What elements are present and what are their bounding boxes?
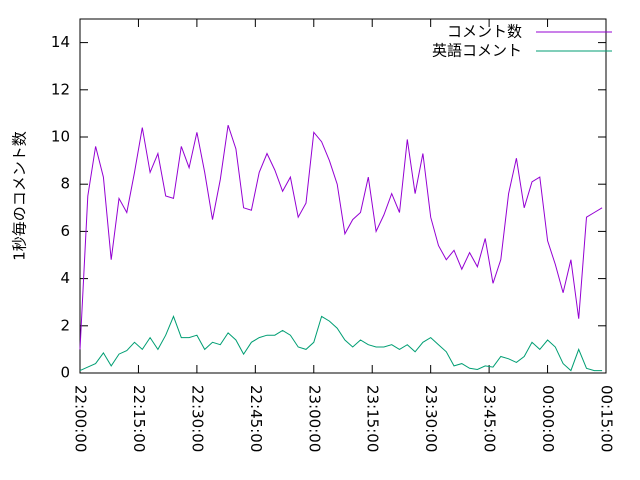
y-tick-label: 8 [60,175,70,193]
y-axis-label: 1秒毎のコメント数 [11,131,29,261]
y-tick-label: 0 [60,364,70,382]
x-tick-label: 22:30:00 [188,385,206,452]
y-tick-label: 14 [51,33,70,51]
x-tick-label: 23:30:00 [422,385,440,452]
series-line [79,125,603,350]
x-tick-label: 00:15:00 [598,385,616,452]
y-tick-label: 6 [60,222,70,240]
x-tick-label: 23:00:00 [305,385,323,452]
series-line [79,315,603,372]
x-tick-label: 23:15:00 [364,385,382,452]
x-tick-label: 23:45:00 [481,385,499,452]
x-tick-label: 22:45:00 [247,385,265,452]
y-tick-label: 12 [51,80,70,98]
y-tick-label: 4 [60,269,70,287]
legend-label: 英語コメント [432,42,522,60]
y-tick-label: 10 [51,128,70,146]
x-tick-label: 22:00:00 [72,385,90,452]
legend-label: コメント数 [447,23,522,41]
x-tick-label: 00:00:00 [539,385,557,452]
y-tick-label: 2 [60,316,70,334]
plot-border [79,18,607,374]
x-tick-label: 22:15:00 [130,385,148,452]
